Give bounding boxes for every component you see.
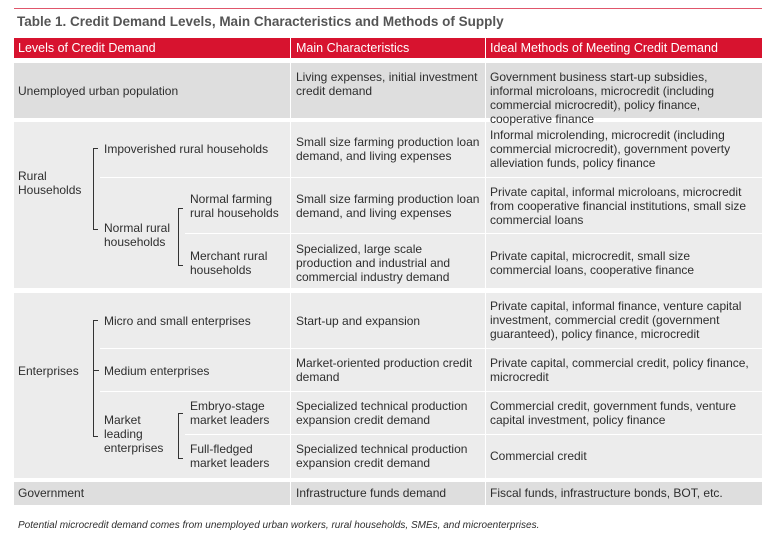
divider [290, 63, 291, 505]
bracket [93, 320, 98, 437]
methods-cell: Private capital, microcredit, small size… [490, 249, 695, 277]
divider [185, 233, 762, 234]
bracket-tick [93, 370, 99, 372]
characteristics-cell: Market-oriented production credit demand [296, 356, 473, 384]
divider [100, 348, 762, 349]
header-methods: Ideal Methods of Meeting Credit Demand [490, 41, 718, 55]
divider [100, 391, 762, 392]
level-government: Government [18, 486, 85, 500]
characteristics-cell: Start-up and expansion [296, 314, 421, 328]
bracket [178, 413, 183, 459]
top-rule [14, 8, 762, 9]
row-government [14, 482, 762, 505]
table-title: Table 1. Credit Demand Levels, Main Char… [17, 14, 504, 29]
characteristics-cell: Specialized, large scale production and … [296, 242, 451, 284]
level-micro: Micro and small enterprises [104, 314, 251, 328]
methods-cell: Commercial credit, government funds, ven… [490, 399, 737, 427]
level-normal-rural: Normal rural households [104, 221, 171, 249]
bracket [178, 208, 183, 266]
characteristics-cell: Living expenses, initial investment cred… [296, 70, 478, 98]
row-group-rural [14, 122, 762, 288]
header-characteristics: Main Characteristics [296, 41, 410, 55]
methods-cell: Private capital, informal finance, ventu… [490, 299, 742, 341]
level-rural: Rural Households [18, 169, 82, 197]
level-medium: Medium enterprises [104, 364, 210, 378]
level-enterprises: Enterprises [18, 364, 79, 378]
table-header [14, 38, 762, 58]
characteristics-cell: Small size farming production loan deman… [296, 135, 480, 163]
level-embryo: Embryo-stage market leaders [190, 399, 270, 427]
level-normal-farming: Normal farming rural households [190, 192, 279, 220]
divider [485, 63, 486, 505]
divider [185, 434, 762, 435]
divider [100, 177, 762, 178]
level-full-fledged: Full-fledged market leaders [190, 442, 270, 470]
level-unemployed: Unemployed urban population [18, 84, 179, 98]
bracket [93, 148, 98, 230]
level-merchant: Merchant rural households [190, 249, 268, 277]
divider [290, 38, 291, 58]
methods-cell: Commercial credit [490, 449, 587, 463]
methods-cell: Fiscal funds, infrastructure bonds, BOT,… [490, 486, 723, 500]
row-unemployed [14, 63, 762, 118]
methods-cell: Private capital, informal microloans, mi… [490, 185, 747, 227]
methods-cell: Private capital, commercial credit, poli… [490, 356, 749, 384]
header-levels: Levels of Credit Demand [18, 41, 156, 55]
level-impoverished: Impoverished rural households [104, 142, 269, 156]
methods-cell: Government business start-up subsidies, … [490, 70, 715, 126]
characteristics-cell: Specialized technical production expansi… [296, 399, 468, 427]
level-market-leading: Market leading enterprises [104, 413, 164, 455]
footnote: Potential microcredit demand comes from … [18, 520, 540, 531]
methods-cell: Informal microlending, microcredit (incl… [490, 128, 731, 170]
characteristics-cell: Infrastructure funds demand [296, 486, 447, 500]
characteristics-cell: Small size farming production loan deman… [296, 192, 480, 220]
row-group-enterprises [14, 293, 762, 478]
characteristics-cell: Specialized technical production expansi… [296, 442, 468, 470]
divider [485, 38, 486, 58]
